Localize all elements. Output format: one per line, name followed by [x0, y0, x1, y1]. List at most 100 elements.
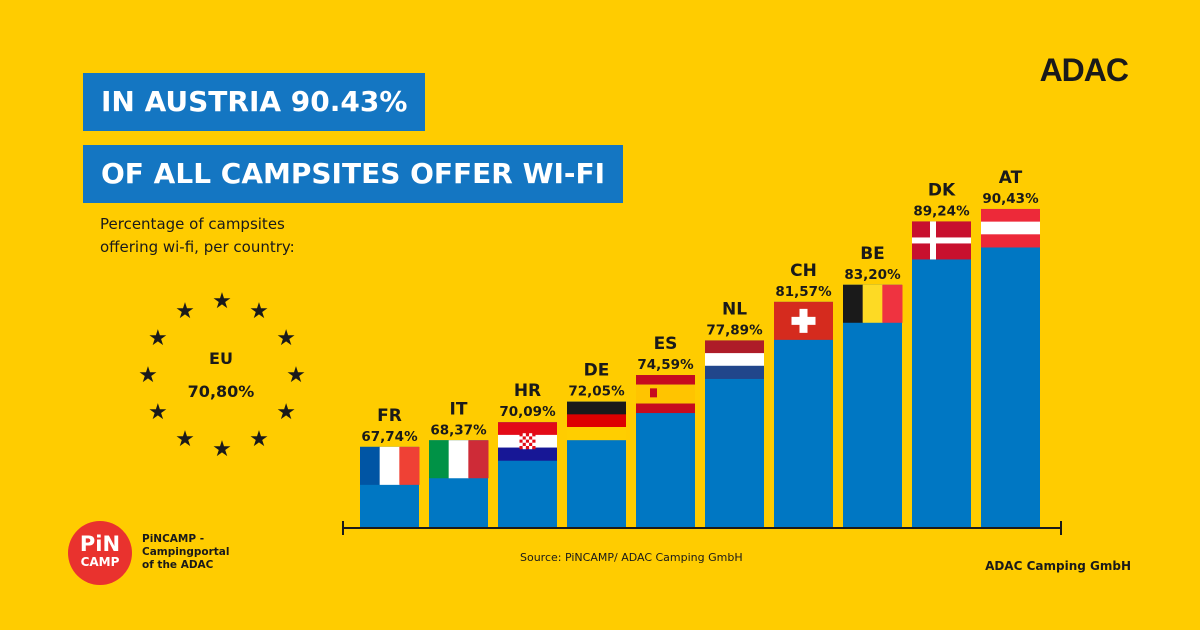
pincamp-caption: PiNCAMP - Campingportal of the ADAC [142, 533, 252, 572]
flag-hr-checker [522, 433, 526, 437]
category-label-hr: HR [514, 381, 541, 401]
flag-fr-stripe [360, 446, 381, 485]
bar-dk [912, 221, 971, 529]
flag-hr-checker [519, 446, 523, 450]
bar-group-it: 68,37% IT [429, 399, 489, 528]
eu-star-icon: ★ [249, 298, 269, 324]
flag-hr-checker [519, 439, 523, 443]
flag-hr-checker [525, 436, 530, 440]
flag-hr-checker [529, 433, 533, 437]
flag-it-stripe [448, 440, 469, 479]
value-label-fr: 67,74% [361, 429, 418, 445]
category-label-es: ES [654, 334, 678, 354]
footer-company: ADAC Camping GmbH [985, 559, 1131, 573]
eu-star-icon: ★ [148, 326, 168, 351]
bar-group-nl: 77,89% NL [705, 299, 764, 528]
flag-hr-checker [529, 446, 533, 450]
flag-hr-stripe [498, 422, 557, 436]
flag-hr-checker [525, 439, 530, 443]
value-label-dk: 89,24% [913, 203, 970, 219]
bar-group-ch: 81,57% CH [774, 261, 833, 528]
pincamp-logo-bottom: CAMP [80, 555, 120, 569]
flag-be-stripe [862, 284, 883, 323]
eu-star-icon: ★ [212, 437, 232, 462]
category-label-de: DE [584, 361, 610, 381]
flag-hr-stripe [498, 447, 557, 461]
value-label-ch: 81,57% [775, 284, 832, 300]
headline-line-1: IN AUSTRIA 90.43% [83, 73, 426, 131]
flag-fr-stripe [399, 446, 420, 485]
flag-de-stripe [567, 401, 626, 415]
category-label-dk: DK [928, 180, 956, 200]
flag-it-stripe [468, 440, 489, 479]
eu-star-icon: ★ [276, 400, 296, 425]
flag-at-stripe [981, 208, 1040, 223]
bar-group-dk: 89,24% DK [912, 180, 971, 529]
value-label-de: 72,05% [568, 384, 625, 400]
value-label-hr: 70,09% [499, 404, 556, 420]
pincamp-logo-top: PiN [79, 532, 121, 556]
bar-group-be: 83,20% BE [843, 244, 903, 528]
flag-hr-checker [525, 446, 530, 450]
flag-hr-checker [522, 442, 526, 447]
eu-star-icon: ★ [138, 363, 158, 388]
flag-hr-checker [522, 446, 526, 450]
subtitle-line-2: offering wi-fi, per country: [100, 238, 295, 256]
flag-hr-checker [529, 436, 533, 440]
chart-subtitle: Percentage of campsites offering wi-fi, … [100, 213, 330, 259]
value-label-at: 90,43% [982, 191, 1039, 207]
flag-hr-checker [525, 433, 530, 437]
category-label-it: IT [450, 399, 468, 419]
flag-it-stripe [429, 440, 450, 479]
pincamp-caption-line-2: Campingportal [142, 546, 230, 558]
eu-star-icon: ★ [148, 400, 168, 425]
category-label-be: BE [860, 244, 885, 264]
bar-group-fr: 67,74% FR [360, 406, 420, 528]
flag-es-stripe [636, 403, 695, 414]
flag-be-stripe [882, 284, 903, 323]
value-label-nl: 77,89% [706, 322, 763, 338]
flag-at-stripe [981, 234, 1040, 248]
flag-de-stripe [567, 427, 626, 441]
flag-hr-checker [519, 442, 523, 447]
eu-star-icon: ★ [175, 427, 195, 453]
category-label-at: AT [999, 168, 1023, 188]
bar-group-de: 72,05% DE [567, 361, 626, 528]
flag-ch-cross [799, 308, 808, 333]
flag-nl-stripe [705, 340, 764, 354]
flag-be-stripe [843, 284, 864, 323]
value-label-be: 83,20% [844, 267, 901, 283]
flag-hr-checker [532, 436, 536, 440]
flag-es-stripe [636, 375, 695, 385]
eu-value: 70,80% [187, 382, 255, 401]
flag-es-emblem [650, 388, 657, 398]
value-label-it: 68,37% [430, 422, 487, 438]
bar-group-hr: 70,09% HR [498, 381, 557, 528]
flag-hr-checker [519, 433, 523, 437]
eu-star-icon: ★ [276, 326, 296, 351]
category-label-nl: NL [722, 299, 747, 319]
flag-hr-checker [529, 442, 533, 447]
category-label-ch: CH [790, 261, 817, 281]
bar-be [843, 284, 902, 528]
pincamp-logo: PiN CAMP [68, 521, 132, 585]
pincamp-caption-line-1: PiNCAMP - [142, 533, 205, 545]
bar-at [981, 208, 1040, 528]
flag-dk-cross [912, 237, 971, 244]
pincamp-caption-line-3: of the ADAC [142, 559, 214, 571]
value-label-es: 74,59% [637, 357, 694, 373]
eu-star-icon: ★ [286, 363, 306, 388]
headline-line-2: OF ALL CAMPSITES OFFER WI-FI [83, 145, 624, 203]
flag-nl-stripe [705, 353, 764, 367]
flag-fr-stripe [379, 446, 400, 485]
flag-hr-checker [519, 436, 523, 440]
eu-star-icon: ★ [212, 289, 232, 314]
flag-hr-checker [532, 439, 536, 443]
flag-hr-checker [532, 446, 536, 450]
flag-es-stripe [636, 384, 695, 404]
flag-hr-checker [525, 442, 530, 447]
category-label-fr: FR [377, 406, 402, 426]
bar-group-es: 74,59% ES [636, 334, 695, 528]
flag-hr-checker [522, 436, 526, 440]
